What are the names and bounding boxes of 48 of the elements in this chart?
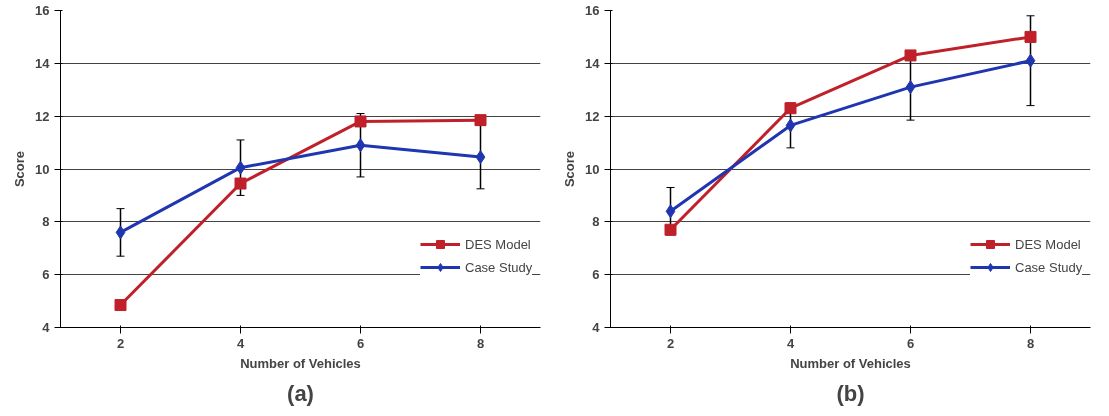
point (234, 177, 247, 190)
point (235, 160, 246, 175)
point (475, 150, 486, 165)
y-tick-label: 16 (585, 3, 600, 18)
point (1025, 53, 1036, 68)
x-tick-label: 6 (356, 335, 365, 351)
legend-label: DES Model (465, 236, 531, 252)
x-tick-label: 2 (116, 335, 125, 351)
legend-label: Case Study (465, 259, 533, 275)
legend-label: DES Model (1015, 236, 1081, 252)
y-tick-label: 12 (35, 108, 50, 124)
y-tick-label: 10 (585, 161, 600, 177)
legend-label: Case Study (1015, 259, 1083, 275)
point (664, 223, 677, 236)
y-tick-label: 14 (585, 55, 601, 71)
y-axis-title: Score (562, 150, 578, 188)
point (904, 49, 917, 62)
point (354, 115, 367, 128)
y-tick-label: 12 (585, 108, 600, 124)
y-axis-title: Score (12, 150, 28, 188)
point (355, 138, 366, 153)
point (1024, 30, 1037, 43)
x-tick-label: 2 (666, 335, 675, 351)
y-tick-label: 4 (592, 320, 601, 335)
point (905, 80, 916, 95)
y-tick-label: 14 (35, 55, 51, 71)
x-tick-label: 6 (906, 335, 915, 351)
point (115, 225, 126, 240)
y-tick-label: 8 (42, 214, 50, 230)
point (474, 114, 487, 127)
y-tick-label: 4 (42, 320, 51, 335)
x-axis-title: Number of Vehicles (790, 355, 911, 371)
x-tick-label: 4 (786, 335, 795, 351)
x-tick-label: 4 (236, 335, 245, 351)
y-tick-label: 6 (592, 267, 600, 283)
text: (a) (287, 380, 314, 406)
x-tick-label: 8 (1026, 335, 1035, 351)
x-axis-title: Number of Vehicles (240, 355, 361, 371)
y-tick-label: 10 (35, 161, 50, 177)
point (665, 204, 676, 219)
x-tick-label: 8 (476, 335, 485, 351)
text: (b) (836, 380, 865, 406)
y-tick-label: 8 (592, 214, 600, 230)
point (784, 102, 797, 115)
point (785, 118, 796, 133)
y-tick-label: 6 (42, 267, 50, 283)
point (114, 299, 127, 312)
y-tick-label: 16 (35, 3, 50, 18)
